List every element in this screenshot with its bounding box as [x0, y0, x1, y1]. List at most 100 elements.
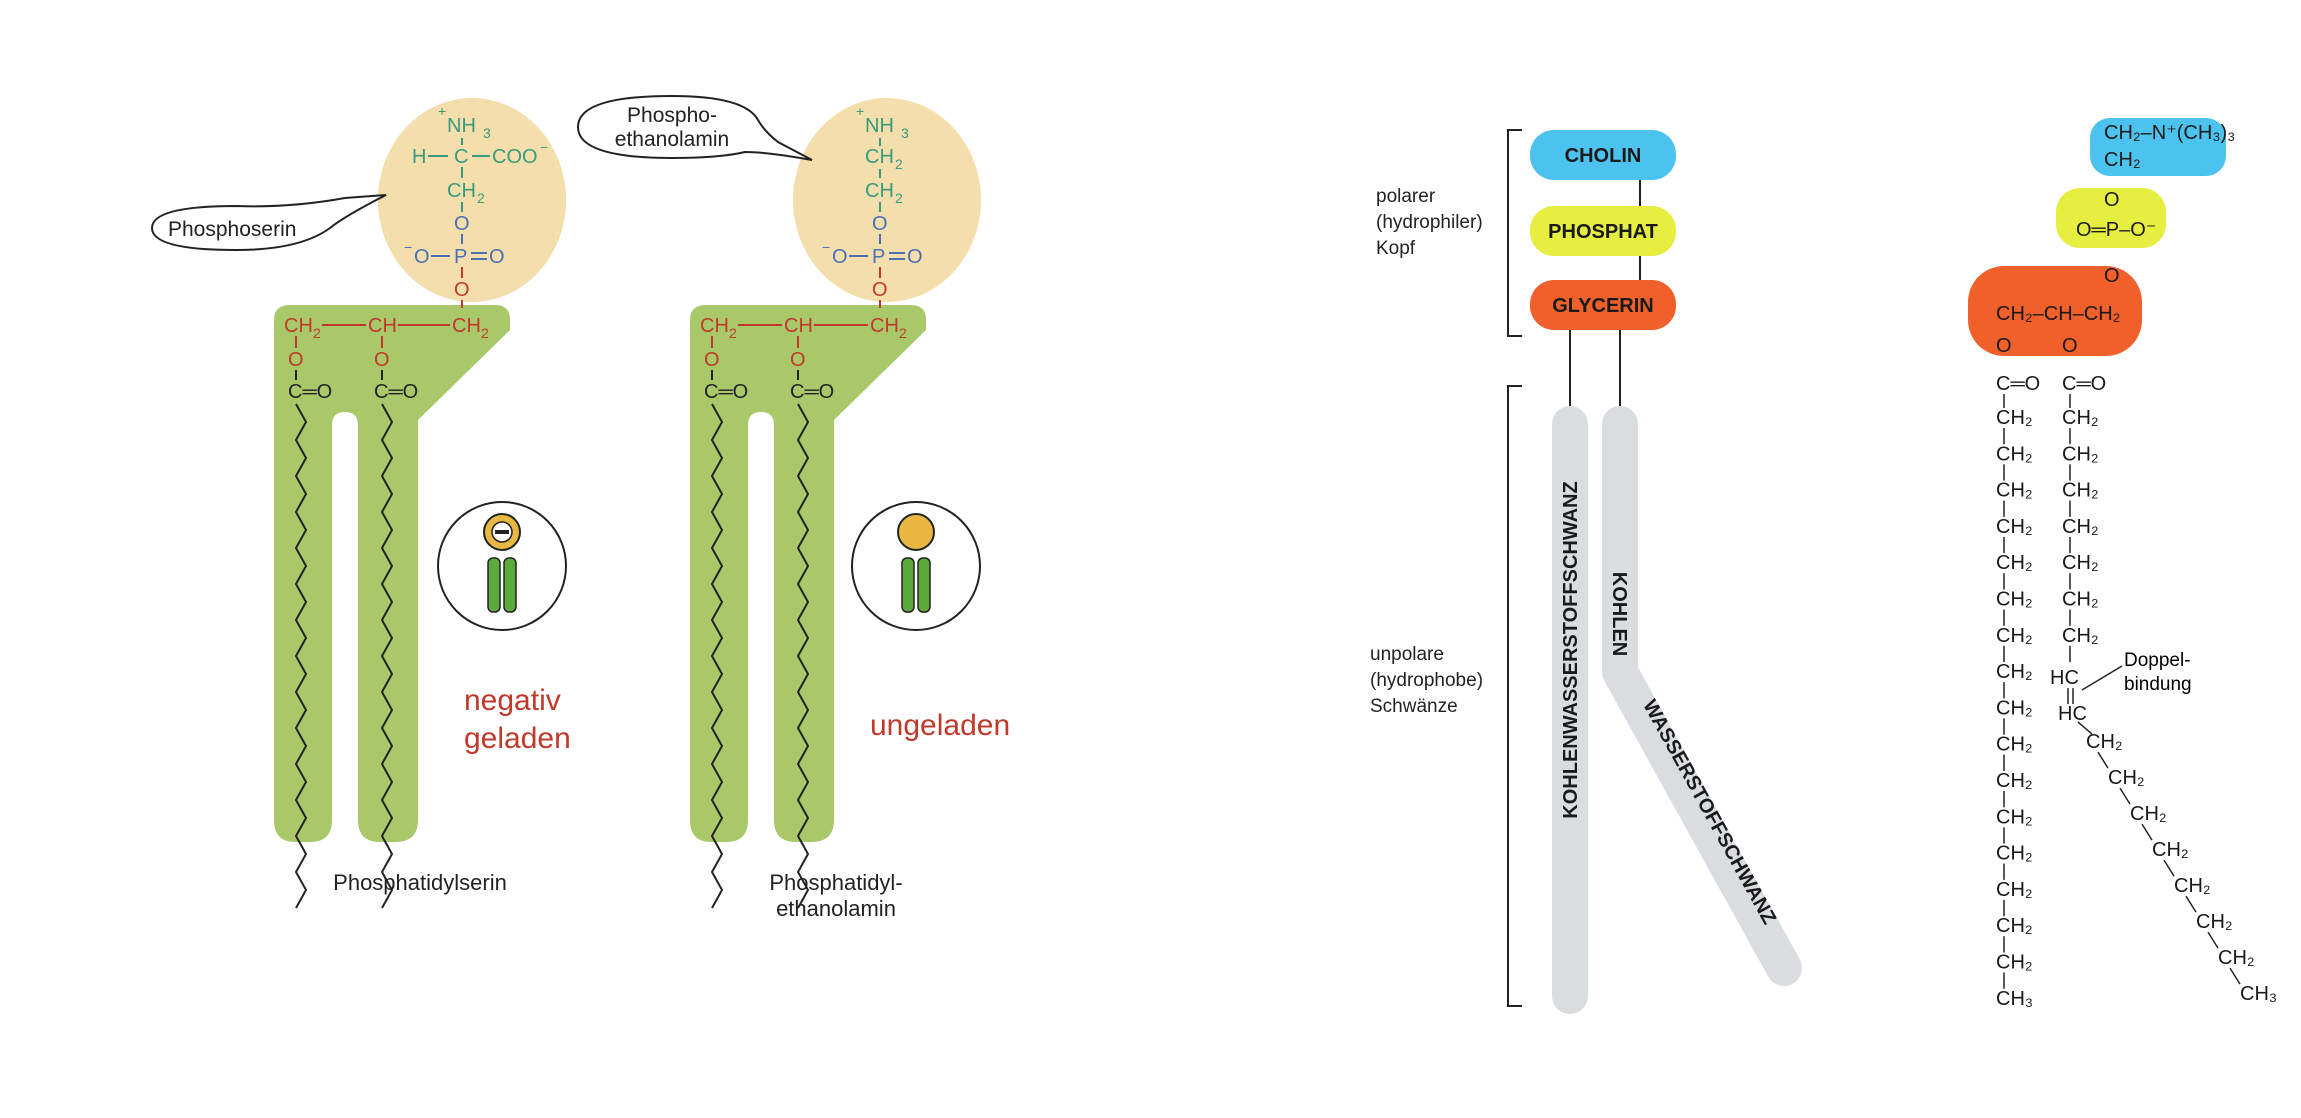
serin-nh3-plus: +: [438, 103, 446, 119]
serin-bb-ch: CH: [368, 315, 397, 337]
phosphoserin-callout-bubble: [150, 194, 387, 252]
phosphatidylethanolamin-name-2: ethanolamin: [776, 896, 896, 921]
chain-ch2-left: CH₂: [1996, 661, 2033, 683]
serin-ch2: CH: [447, 180, 476, 202]
ethanol-bb-ch: CH: [784, 315, 813, 337]
cholin-box-label: CHOLIN: [1565, 145, 1642, 167]
chain-ch2-left: CH₂: [1996, 915, 2033, 937]
phosphoserin-callout: Phosphoserin: [168, 218, 296, 241]
phosphatidylserin-name: Phosphatidylserin: [333, 870, 507, 895]
serin-bb-ch2-right: CH: [452, 315, 481, 337]
serin-nh3: NH: [447, 115, 476, 137]
head-bracket: [1507, 129, 1522, 337]
serin-o2: O: [414, 246, 430, 268]
cholin-formula-box: [2090, 118, 2226, 176]
serin-ch2-sub: 2: [477, 190, 485, 206]
serin-o4: O: [454, 279, 470, 301]
cholin-box: [1530, 130, 1676, 180]
ethanol-o2: O: [832, 246, 848, 268]
double-bond-pointer: [2081, 665, 2123, 691]
head-label-3: Kopf: [1376, 238, 1416, 259]
glycerin-o-left: O: [1996, 335, 2012, 357]
chain-ch2-left: CH₂: [1996, 516, 2033, 538]
ceo-right: C═O: [2062, 373, 2106, 395]
negative-head-icon: [437, 501, 567, 631]
serin-p: P: [454, 246, 467, 268]
chain-ch2-left: CH₂: [1996, 770, 2033, 792]
ethanol-bb-o-left: O: [704, 349, 720, 371]
serin-green-body: [274, 305, 510, 842]
ethanol-head-ellipse: [793, 98, 981, 302]
phosphoethanolamin-callout-bubble: [576, 94, 813, 161]
ethanol-ch2-a-sub: 2: [895, 156, 903, 172]
chain-ch2-right: CH₂: [2062, 407, 2099, 429]
chain-ch2-right: CH₂: [2062, 552, 2099, 574]
phosphat-box-label: PHOSPHAT: [1548, 221, 1658, 243]
tail-label-1: unpolare: [1370, 644, 1444, 665]
chain-ch2-left: CH₂: [1996, 443, 2033, 465]
chain-ch2-right: CH₂: [2062, 443, 2099, 465]
schematic-phospholipid: polarer (hydrophiler) Kopf unpolare (hyd…: [1370, 129, 1802, 1014]
phosphat-o-top: O: [2104, 189, 2120, 211]
glycerin-box: [1530, 280, 1676, 330]
ethanol-p: P: [872, 246, 885, 268]
serin-bb-sub2: 2: [481, 325, 489, 341]
tail-bracket: [1507, 385, 1522, 1007]
glycerin-o-mid: O: [2062, 335, 2078, 357]
tail-kinked: [1602, 406, 1802, 986]
ethanol-bb-sub1: 2: [729, 325, 737, 341]
ethanol-bb-ch2-left: CH: [700, 315, 729, 337]
serin-coo: COO: [492, 146, 538, 168]
saturated-chain: CH₂ CH₂ CH₂ CH₂ CH₂ CH₂ CH₂ CH₂ CH₂ CH₂ CH₂ CH₂ CH₂ C…: [1996, 394, 2033, 1010]
phosphat-box: [1530, 206, 1676, 256]
chain-ch2-left: CH₂: [1996, 625, 2033, 647]
chain-ch2-right: CH₂: [2062, 625, 2099, 647]
chain-ch2-left: CH₂: [1996, 697, 2033, 719]
ethanol-o4: O: [872, 279, 888, 301]
serin-coo-minus: −: [540, 139, 548, 155]
ceo-left: C═O: [1996, 373, 2040, 395]
ethanol-ch2-b: CH: [865, 180, 894, 202]
tail-label-3: Schwänze: [1370, 696, 1458, 717]
serin-charge-label-2: geladen: [464, 722, 571, 755]
chain-ch2-diag: CH₂: [2174, 875, 2211, 897]
phosphat-formula: O═P–O⁻: [2076, 219, 2156, 241]
serin-o1: O: [454, 213, 470, 235]
serin-nh3-sub: 3: [483, 125, 491, 141]
chain-ch2-left: CH₂: [1996, 806, 2033, 828]
chain-ch2-left: CH₂: [1996, 589, 2033, 611]
ethanol-green-body: [690, 305, 926, 842]
head-label-1: polarer: [1376, 186, 1436, 207]
unsaturated-chain: CH₂ CH₂ CH₂ CH₂ CH₂ CH₂ CH₂ HC HC CH₂ CH₂ CH₂ CH₂ CH₂…: [2050, 394, 2277, 1005]
ethanol-charge-label: ungeladen: [870, 709, 1010, 742]
ethanol-ceo-mid: C═O: [790, 381, 834, 403]
chain-ch2-diag: CH₂: [2108, 767, 2145, 789]
chain-ch2-right: CH₂: [2062, 516, 2099, 538]
ethanol-ch2-b-sub: 2: [895, 190, 903, 206]
ethanol-ceo-left: C═O: [704, 381, 748, 403]
glycerin-formula-box: [1968, 266, 2142, 356]
glycerin-box-label: GLYCERIN: [1552, 295, 1654, 317]
chain-ch2-diag: CH₂: [2130, 803, 2167, 825]
serin-c: C: [454, 146, 468, 168]
serin-ceo-left: C═O: [288, 381, 332, 403]
chain-ch2-left: CH₂: [1996, 407, 2033, 429]
chain-ch2-right: CH₂: [2062, 589, 2099, 611]
ethanol-bb-o-mid: O: [790, 349, 806, 371]
chain-ch3-left: CH₃: [1996, 988, 2033, 1010]
serin-o3: O: [489, 246, 505, 268]
ethanol-nh3-plus: +: [856, 103, 864, 119]
phosphat-o-bottom: O: [2104, 265, 2120, 287]
glycerin-formula: CH₂–CH–CH₂: [1996, 303, 2120, 325]
chain-ch2-diag: CH₂: [2218, 947, 2255, 969]
double-bond-label-2: bindung: [2124, 674, 2192, 695]
tail-kinked-label-b: WASSERSTOFFSCHWANZ: [1638, 696, 1780, 928]
neutral-head-icon: [851, 501, 981, 631]
chain-ch3-right: CH₃: [2240, 983, 2277, 1005]
phosphoethanolamin-callout-1: Phospho-: [627, 104, 717, 127]
serin-bb-ch2-left: CH: [284, 315, 313, 337]
chain-ch2-diag: CH₂: [2196, 911, 2233, 933]
ethanol-bb-ch2-right: CH: [870, 315, 899, 337]
chain-hc-2: HC: [2058, 703, 2087, 725]
